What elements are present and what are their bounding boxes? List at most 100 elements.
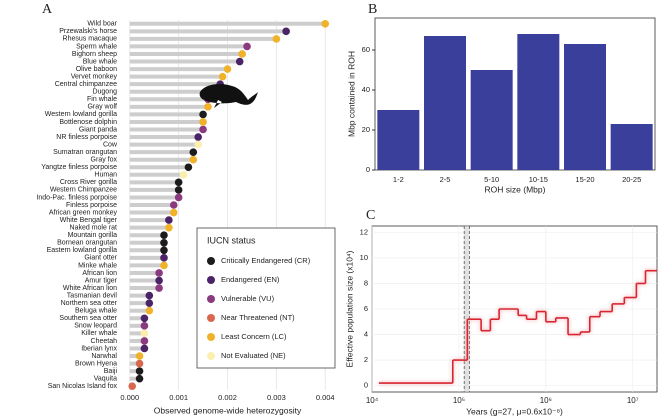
dot — [184, 163, 193, 172]
bar — [517, 34, 560, 170]
category-label: Central chimpanzee — [55, 81, 117, 88]
x-axis-label: Observed genome-wide heterozygosity — [154, 405, 302, 415]
category-label: Tasmanian devil — [67, 292, 118, 299]
dot — [160, 238, 168, 247]
category-label: Eastern lowland gorilla — [47, 247, 118, 254]
dot — [199, 118, 207, 126]
x-tick-label: 0.004 — [316, 393, 335, 402]
legend-swatch — [207, 257, 215, 265]
category-label: Dugong — [92, 89, 117, 96]
legend-swatch — [207, 333, 215, 341]
dot — [155, 276, 163, 285]
category-label: Amur tiger — [85, 277, 118, 284]
category-label: Brown Hyena — [75, 360, 117, 367]
legend-label: Critically Endangered (CR) — [221, 256, 311, 265]
category-label: Finless porpoise — [66, 202, 117, 209]
dot — [160, 254, 168, 262]
panel-label: B — [368, 2, 377, 17]
category-label: Indo-Pac. finless porpoise — [36, 194, 117, 201]
dot — [160, 261, 168, 270]
category-label: Killer whale — [81, 330, 117, 337]
legend-box — [196, 227, 336, 369]
category-label: Gray fox — [91, 157, 118, 164]
dot — [135, 367, 144, 375]
category-label: Przewalski's horse — [59, 28, 117, 35]
panel-label: A — [42, 2, 53, 17]
legend-label: Vulnerable (VU) — [221, 294, 275, 303]
category-label: Bottlenose dolphin — [59, 119, 117, 126]
legend-swatch — [207, 276, 215, 284]
x-tick-label: 10⁵ — [453, 396, 465, 405]
category-label: Bornean orangutan — [57, 240, 117, 247]
legend-label: Endangered (EN) — [221, 275, 280, 284]
category-label: Iberian lynx — [81, 345, 117, 352]
dot — [199, 110, 207, 119]
dot — [218, 72, 227, 81]
dot — [282, 27, 290, 36]
legend-swatch — [207, 314, 215, 322]
category-label: Wild boar — [87, 21, 117, 28]
dot — [140, 344, 149, 353]
dot — [174, 193, 183, 202]
dot — [199, 125, 207, 134]
y-tick-label: 4 — [364, 330, 368, 339]
category-label: Human — [94, 172, 117, 179]
category-label: Cow — [103, 141, 118, 148]
category-label: Narwhal — [91, 353, 117, 360]
dot — [140, 329, 149, 338]
y-tick-label: 40 — [362, 85, 370, 94]
y-tick-label: 0 — [366, 165, 370, 174]
x-tick-label: 0.001 — [169, 393, 188, 402]
x-tick-label: 0.003 — [267, 393, 286, 402]
dot — [321, 19, 330, 28]
x-axis-label: ROH size (Mbp) — [485, 184, 546, 194]
psmc-line — [378, 269, 657, 384]
x-tick-label: 0.000 — [120, 393, 139, 402]
y-tick-label: 60 — [362, 45, 370, 54]
bar — [564, 44, 606, 170]
dot — [165, 223, 173, 232]
category-label: African green monkey — [49, 209, 118, 216]
category-label: San Nicolas Island fox — [48, 383, 118, 390]
y-tick-label: 8 — [364, 278, 368, 287]
category-label: Blue whale — [83, 58, 117, 65]
category-label: Bighorn sheep — [72, 51, 117, 58]
category-label: Minke whale — [78, 262, 117, 269]
y-tick-label: 20 — [362, 125, 370, 134]
whale-silhouette — [199, 84, 258, 108]
dot — [243, 42, 251, 51]
dot — [189, 148, 198, 156]
dot — [194, 140, 202, 149]
category-label: White African lion — [63, 285, 117, 292]
dot — [155, 284, 163, 292]
dot — [174, 178, 183, 187]
x-tick-label: 15-20 — [575, 175, 594, 184]
dot — [179, 170, 188, 179]
category-label: Olive baboon — [76, 66, 117, 73]
category-label: White Bengal tiger — [60, 217, 118, 224]
dot — [140, 314, 149, 323]
category-label: Southern sea otter — [59, 315, 117, 322]
category-label: Yangtze finless porpoise — [41, 164, 117, 171]
y-tick-label: 6 — [364, 304, 368, 313]
category-label: Western lowland gorilla — [45, 111, 117, 118]
x-tick-label: 10⁴ — [366, 396, 379, 405]
dot — [135, 352, 144, 360]
panel-label: C — [366, 208, 375, 223]
x-tick-label: 10-15 — [529, 175, 548, 184]
x-tick-label: 2-5 — [440, 175, 451, 184]
dot — [174, 186, 183, 194]
y-axis-label: Mbp contained in ROH — [346, 51, 356, 137]
dot — [204, 103, 212, 111]
category-label: Naked mole rat — [70, 224, 118, 231]
category-label: Giant panda — [79, 126, 117, 133]
dot — [189, 155, 198, 164]
category-label: Cheetah — [91, 338, 118, 345]
plot-frame — [374, 17, 656, 171]
dot — [135, 374, 144, 383]
dot — [145, 299, 154, 307]
y-tick-label: 12 — [360, 227, 368, 236]
x-tick-label: 5-10 — [484, 175, 499, 184]
category-label: NR finless porpoise — [56, 134, 117, 141]
